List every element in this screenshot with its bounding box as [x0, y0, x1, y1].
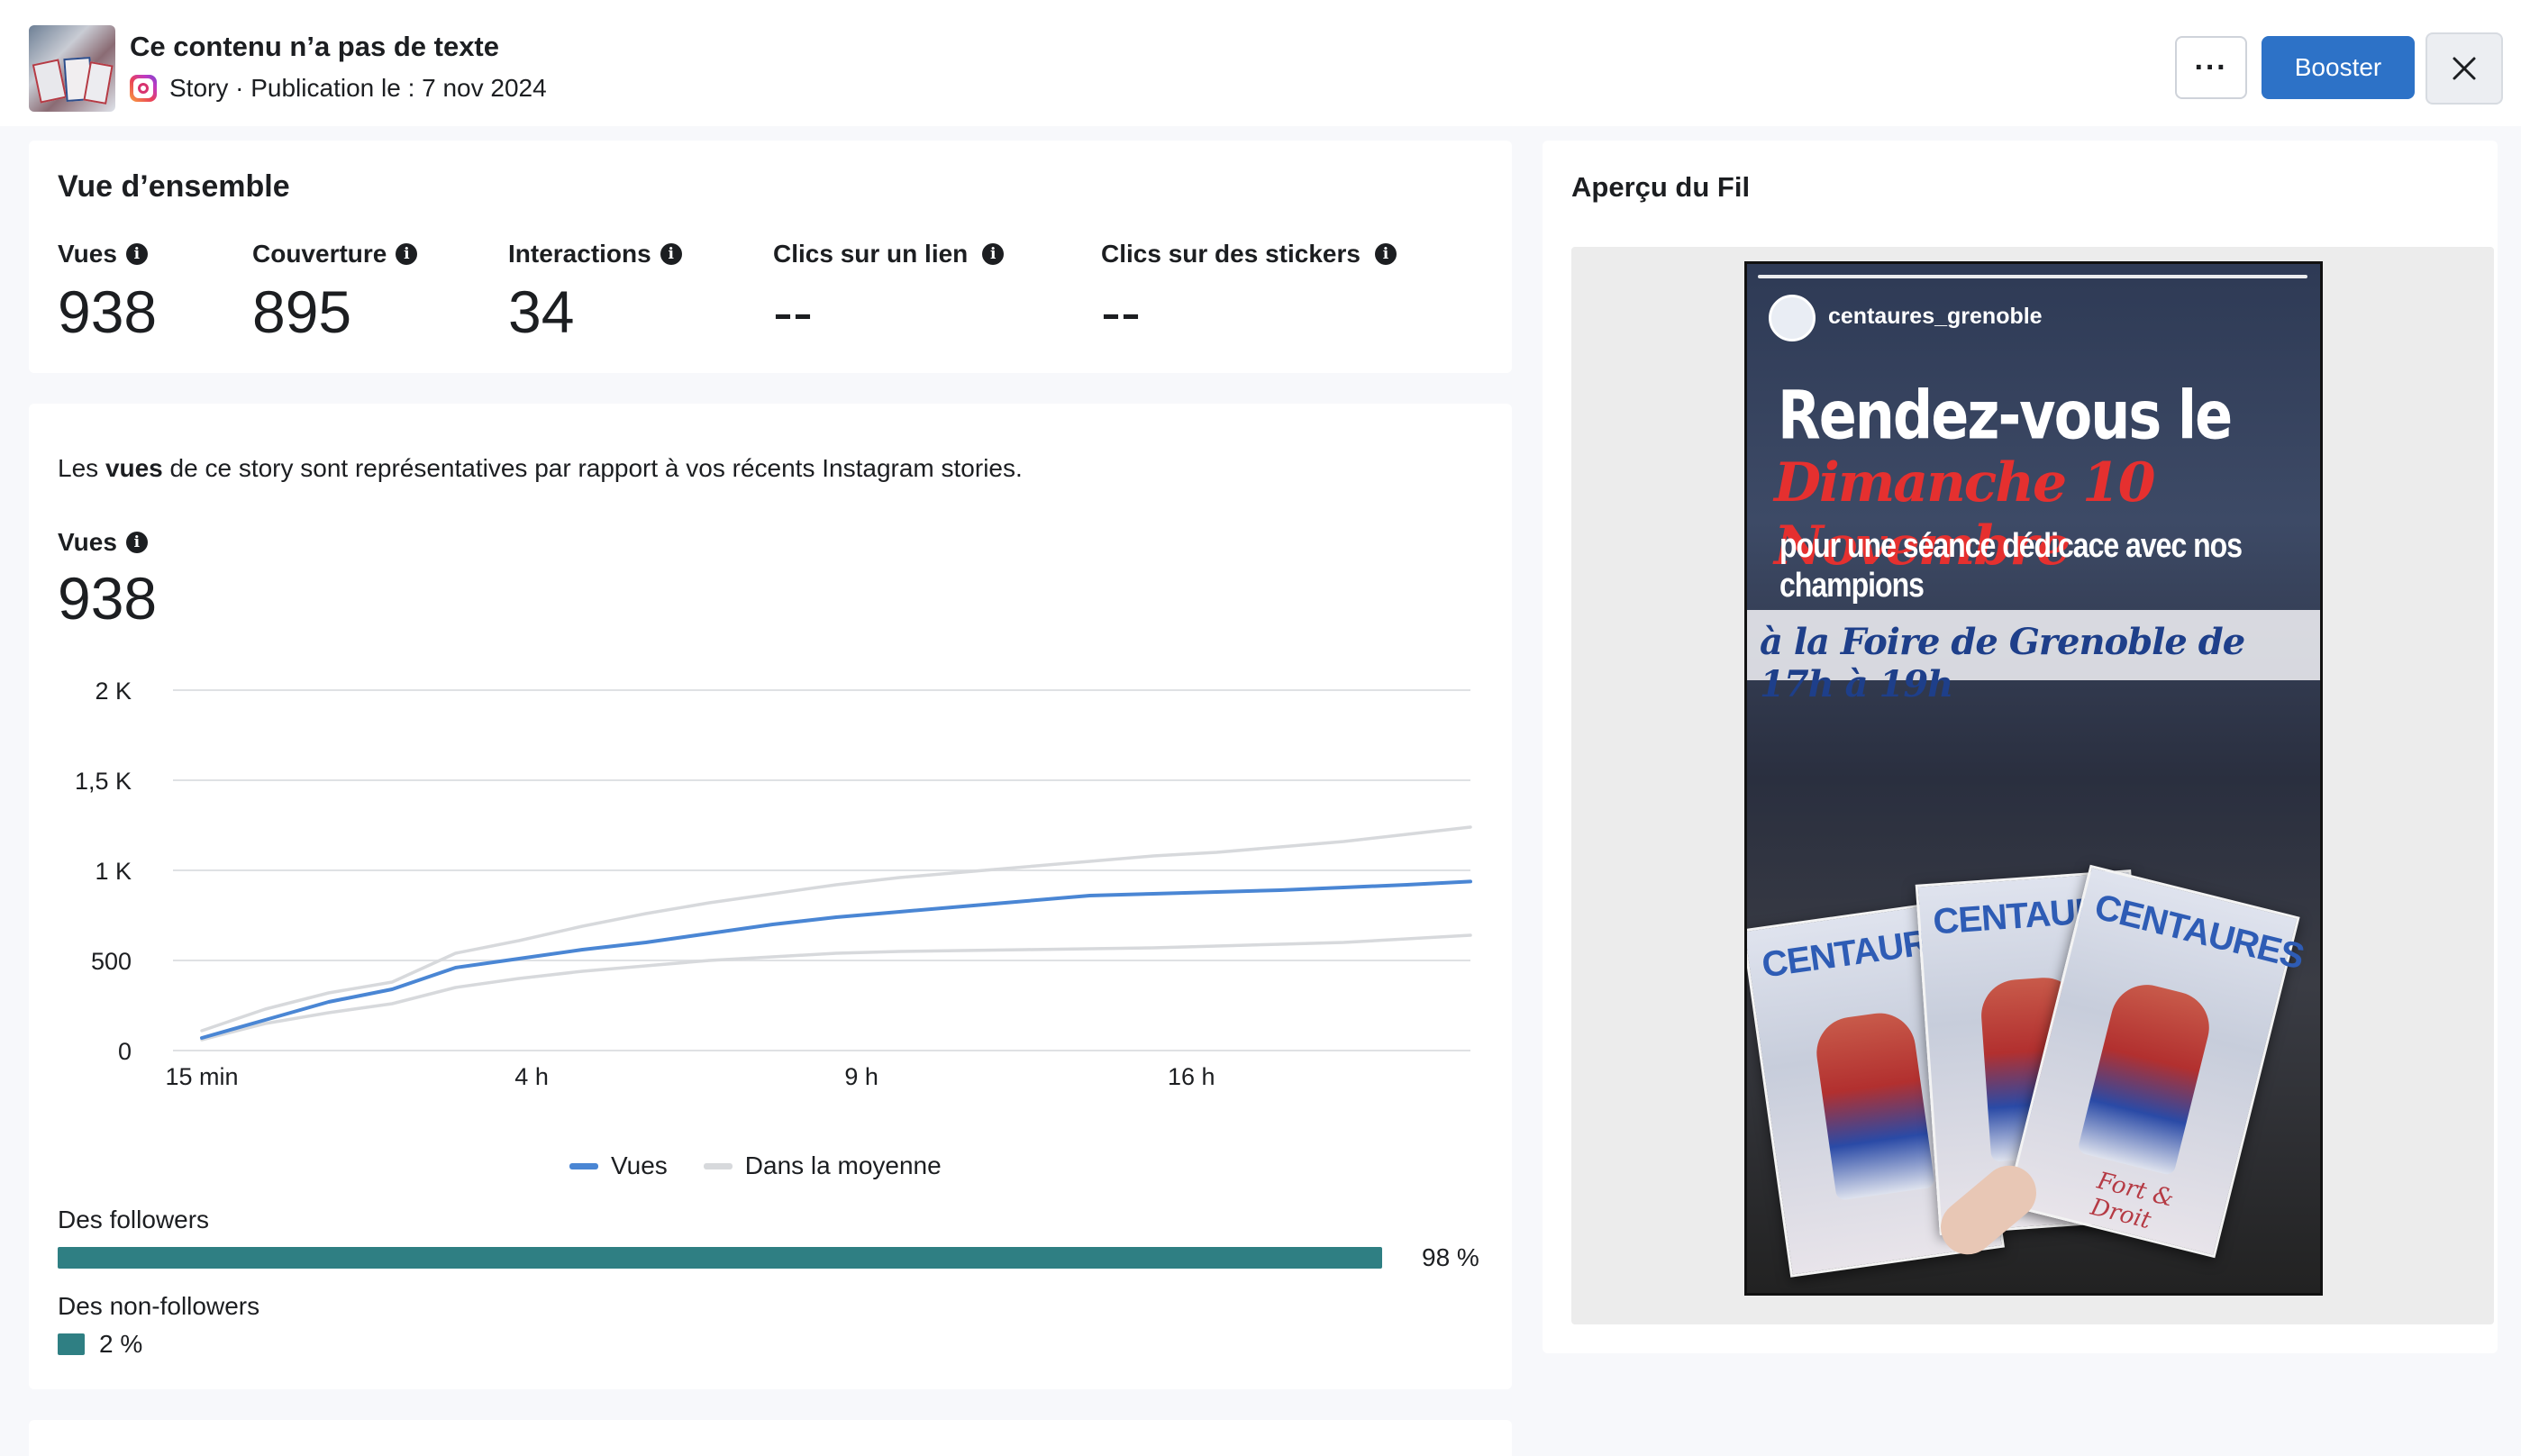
series-line-average-upper[interactable]: [200, 825, 1472, 1033]
metric-label: Vues: [58, 240, 117, 268]
metric-label: Couverture: [252, 240, 387, 268]
legend-swatch: [703, 1162, 733, 1169]
close-icon: [2453, 57, 2476, 80]
post-meta-text: Story · Publication le : 7 nov 2024: [169, 74, 547, 102]
y-tick-label: 500: [91, 948, 132, 975]
metric-value: --: [773, 278, 813, 345]
info-icon[interactable]: i: [125, 532, 148, 553]
metric-views: Vues i 938: [58, 240, 157, 346]
metric-value: 938: [58, 278, 158, 345]
metric-label: Clics sur des stickers: [1101, 240, 1361, 268]
non-followers-bar: [58, 1333, 1409, 1355]
overview-title: Vue d’ensemble: [58, 169, 290, 204]
story-text-line: à la Foire de Grenoble de 17h à 19h: [1760, 621, 2245, 705]
legend-label: Dans la moyenne: [744, 1151, 942, 1179]
preview-box: centaures_grenoble Rendez-vous le Dimanc…: [1571, 247, 2494, 1324]
account-handle: centaures_grenoble: [1828, 304, 2043, 329]
post-title: Ce contenu n’a pas de texte: [130, 31, 499, 62]
legend-item-average[interactable]: Dans la moyenne: [703, 1151, 942, 1180]
legend-label: Vues: [611, 1151, 668, 1179]
followers-percent: 98 %: [1422, 1243, 1479, 1271]
poster-title: CENTAURES: [2090, 887, 2308, 978]
non-followers-label: Des non-followers: [58, 1292, 260, 1320]
info-icon[interactable]: i: [125, 243, 148, 265]
representative-text: Les vues de ce story sont représentative…: [58, 454, 1023, 482]
metric-link-clicks: Clics sur un lien i --: [773, 240, 1005, 346]
metric-label: Interactions: [508, 240, 651, 268]
metric-value: 34: [508, 278, 575, 345]
more-options-button[interactable]: ···: [2175, 36, 2247, 99]
y-tick-label: 1,5 K: [75, 768, 132, 795]
info-icon[interactable]: i: [982, 243, 1005, 265]
legend-item-views[interactable]: Vues: [569, 1151, 668, 1180]
close-button[interactable]: [2425, 32, 2503, 105]
instagram-icon: [130, 75, 157, 102]
post-meta: Story · Publication le : 7 nov 2024: [130, 74, 547, 103]
story-image[interactable]: centaures_grenoble Rendez-vous le Dimanc…: [1744, 261, 2323, 1296]
x-tick-label: 15 min: [165, 1063, 238, 1090]
post-header: Ce contenu n’a pas de texte Story · Publ…: [0, 0, 2521, 126]
post-thumbnail[interactable]: [29, 25, 115, 112]
y-tick-label: 0: [118, 1038, 132, 1065]
metric-value: --: [1101, 278, 1141, 345]
y-tick-label: 2 K: [95, 678, 132, 705]
info-icon[interactable]: i: [1374, 243, 1397, 265]
views-label-text: Vues: [58, 528, 117, 556]
views-value: 938: [58, 565, 158, 632]
metric-sticker-clicks: Clics sur des stickers i --: [1101, 240, 1397, 346]
followers-label: Des followers: [58, 1206, 210, 1233]
story-text-line: Rendez-vous le: [1778, 376, 2233, 455]
x-tick-label: 4 h: [514, 1063, 549, 1090]
metric-reach: Couverture i 895: [252, 240, 418, 346]
followers-bar-fill: [58, 1247, 1382, 1269]
views-chart-card: Les vues de ce story sont représentative…: [29, 404, 1512, 1389]
x-tick-label: 16 h: [1168, 1063, 1215, 1090]
account-avatar: [1769, 295, 1816, 341]
non-followers-percent: 2 %: [99, 1330, 143, 1358]
views-label: Vues i: [58, 528, 148, 557]
poster-figure: [1812, 1008, 1935, 1201]
views-line-chart: 0 500 1 K 1,5 K 2 K 15 min 4 h 9 h 16 h: [75, 678, 1472, 1090]
series-line-views[interactable]: [200, 879, 1472, 1040]
story-progress-bar: [1758, 275, 2307, 278]
info-icon[interactable]: i: [660, 243, 682, 265]
overview-card: Vue d’ensemble Vues i 938 Couverture i 895…: [29, 141, 1512, 373]
x-tick-label: 9 h: [844, 1063, 878, 1090]
poster-figure: [2077, 977, 2217, 1177]
story-text-line: Dimanche 10 Novembre: [1774, 451, 2156, 578]
legend-swatch: [569, 1162, 598, 1169]
followers-bar: [58, 1247, 1409, 1269]
info-icon[interactable]: i: [396, 243, 418, 265]
y-tick-label: 1 K: [95, 858, 132, 885]
non-followers-bar-fill: [58, 1333, 85, 1355]
chart-legend: Vues Dans la moyenne: [569, 1151, 942, 1180]
metric-label: Clics sur un lien: [773, 240, 969, 268]
next-card: [29, 1420, 1512, 1456]
story-text-line: pour une séance dédicace avec nos champi…: [1779, 525, 2243, 605]
preview-title: Aperçu du Fil: [1571, 171, 1751, 203]
series-line-average-lower[interactable]: [200, 933, 1472, 1042]
boost-button[interactable]: Booster: [2262, 36, 2415, 99]
story-banner: [1747, 610, 2320, 680]
metric-interactions: Interactions i 34: [508, 240, 682, 346]
metric-value: 895: [252, 278, 352, 345]
feed-preview-card: Aperçu du Fil centaures_grenoble Rendez-…: [1543, 141, 2498, 1353]
poster-signature: Fort & Droit: [2088, 1167, 2177, 1235]
